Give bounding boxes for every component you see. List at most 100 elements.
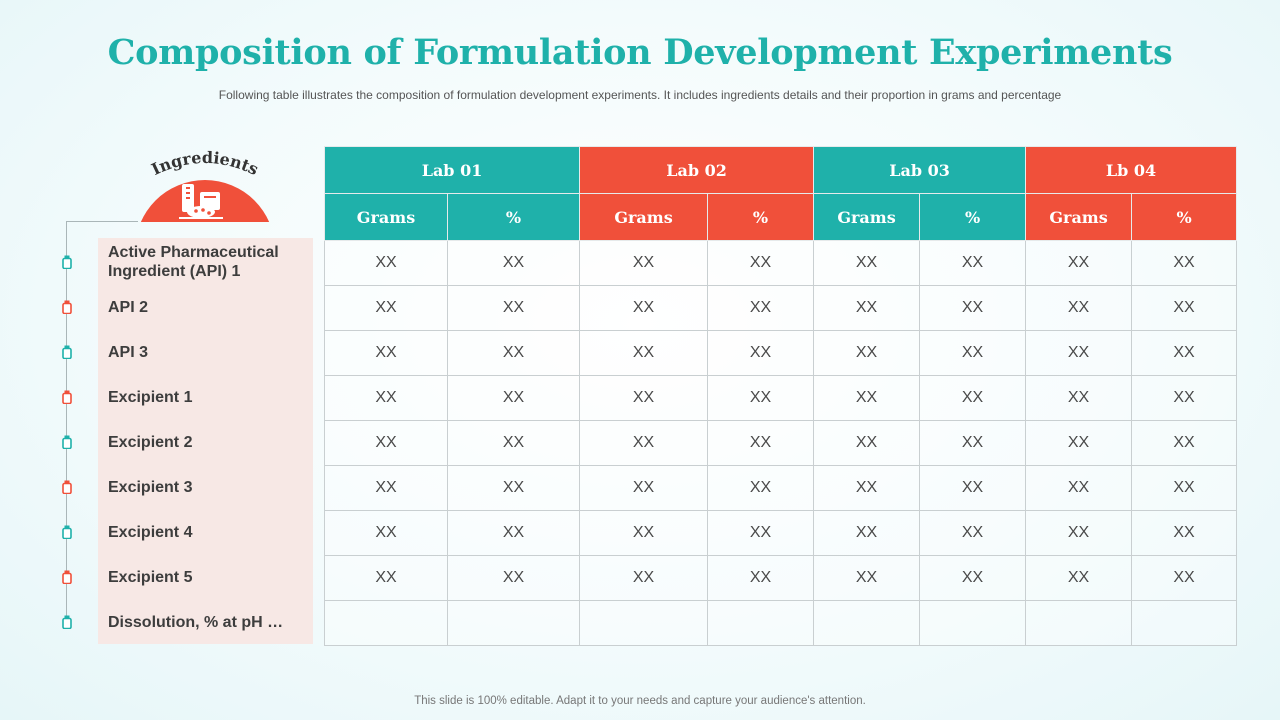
footer-note: This slide is 100% editable. Adapt it to…	[414, 695, 866, 707]
table-cell: XX	[579, 375, 709, 421]
table-cell: XX	[813, 510, 921, 556]
table-cell: XX	[446, 510, 581, 556]
table-row: XX XX XX XX XX XX XX XX	[324, 330, 1238, 376]
table-cell: XX	[324, 555, 448, 601]
lab-header: Lb 04	[1025, 146, 1238, 194]
ingredient-label-line: Excipient 5	[108, 569, 193, 586]
bottle-icon	[62, 525, 72, 539]
table-cell: XX	[1025, 465, 1133, 511]
table-row: XX XX XX XX XX XX XX XX	[324, 285, 1238, 331]
ingredient-label-line: Excipient 3	[108, 479, 193, 496]
table-cell: XX	[446, 240, 581, 286]
ingredient-label-line: Active Pharmaceutical	[108, 244, 279, 261]
bottle-icon	[62, 615, 72, 629]
ingredient-label: Excipient 3	[108, 478, 308, 497]
page-subtitle: Following table illustrates the composit…	[218, 88, 1062, 102]
svg-text:Ingredients: Ingredients	[149, 148, 262, 176]
table-cell: XX	[919, 375, 1027, 421]
unit-header: %	[1131, 193, 1238, 241]
table-cell: XX	[919, 285, 1027, 331]
table-cell: XX	[324, 510, 448, 556]
table-cell	[324, 600, 448, 646]
ingredient-label: Excipient 4	[108, 523, 308, 542]
table-cell: XX	[813, 375, 921, 421]
table-cell: XX	[1025, 510, 1133, 556]
lab-header-row: Lab 01 Lab 02 Lab 03 Lb 04	[323, 146, 1238, 194]
table-cell: XX	[919, 510, 1027, 556]
table-cell: XX	[579, 240, 709, 286]
table-cell: XX	[324, 240, 448, 286]
ingredient-label-line: Ingredient (API) 1	[108, 263, 241, 280]
table-cell: XX	[446, 420, 581, 466]
table-cell: XX	[919, 420, 1027, 466]
table-cell: XX	[919, 465, 1027, 511]
table-cell: XX	[707, 240, 815, 286]
table-cell: XX	[707, 375, 815, 421]
ingredient-panel	[98, 238, 313, 644]
table-cell: XX	[707, 330, 815, 376]
table-cell: XX	[707, 285, 815, 331]
table-cell: XX	[919, 240, 1027, 286]
bottle-icon	[62, 570, 72, 584]
table-cell: XX	[813, 465, 921, 511]
table-cell: XX	[707, 510, 815, 556]
ingredient-label: API 3	[108, 343, 308, 362]
table-cell: XX	[1131, 510, 1238, 556]
unit-header: %	[919, 193, 1027, 241]
table-cell: XX	[579, 465, 709, 511]
table-cell: XX	[707, 420, 815, 466]
unit-header: %	[446, 193, 581, 241]
table-cell: XX	[1131, 330, 1238, 376]
table-cell: XX	[579, 555, 709, 601]
table-cell	[707, 600, 815, 646]
table-cell: XX	[579, 285, 709, 331]
bottle-icon	[62, 390, 72, 404]
table-row: XX XX XX XX XX XX XX XX	[324, 555, 1238, 601]
table-cell: XX	[919, 330, 1027, 376]
table-cell: XX	[1025, 375, 1133, 421]
unit-header: Grams	[813, 193, 921, 241]
table-cell	[919, 600, 1027, 646]
ingredient-label-line: Excipient 2	[108, 434, 193, 451]
table-cell: XX	[1025, 555, 1133, 601]
table-cell: XX	[446, 285, 581, 331]
unit-header: %	[707, 193, 815, 241]
unit-header: Grams	[324, 193, 448, 241]
timeline-line	[66, 221, 67, 623]
table-cell: XX	[1025, 285, 1133, 331]
lab-header: Lab 01	[323, 146, 581, 194]
table-cell: XX	[324, 285, 448, 331]
table-row: XX XX XX XX XX XX XX XX	[324, 420, 1238, 466]
table-cell: XX	[1131, 375, 1238, 421]
table-row: XX XX XX XX XX XX XX XX	[324, 510, 1238, 556]
table-cell: XX	[813, 420, 921, 466]
bottle-icon	[62, 435, 72, 449]
unit-header-row: Grams % Grams % Grams % Grams %	[324, 193, 1238, 241]
timeline-connector	[66, 221, 138, 222]
bottle-icon	[62, 300, 72, 314]
table-cell	[813, 600, 921, 646]
table-cell: XX	[1131, 465, 1238, 511]
table-cell: XX	[1131, 285, 1238, 331]
ingredient-label: API 2	[108, 298, 308, 317]
table-cell: XX	[324, 465, 448, 511]
ingredient-label: Active Pharmaceutical Ingredient (API) 1	[108, 243, 308, 281]
table-cell	[579, 600, 709, 646]
table-cell: XX	[707, 555, 815, 601]
ingredient-label-line: API 3	[108, 344, 149, 361]
page-title: Composition of Formulation Development E…	[107, 32, 1173, 73]
food-ingredients-icon	[179, 184, 223, 219]
ingredients-badge-label: Ingredients	[149, 148, 262, 176]
table-cell: XX	[446, 375, 581, 421]
table-cell: XX	[1131, 555, 1238, 601]
table-cell: XX	[579, 330, 709, 376]
table-cell: XX	[813, 240, 921, 286]
table-cell: XX	[324, 330, 448, 376]
table-cell: XX	[1131, 420, 1238, 466]
table-cell: XX	[579, 420, 709, 466]
unit-header: Grams	[579, 193, 709, 241]
table-cell	[1025, 600, 1133, 646]
table-cell: XX	[1025, 420, 1133, 466]
unit-header: Grams	[1025, 193, 1133, 241]
table-cell: XX	[813, 330, 921, 376]
